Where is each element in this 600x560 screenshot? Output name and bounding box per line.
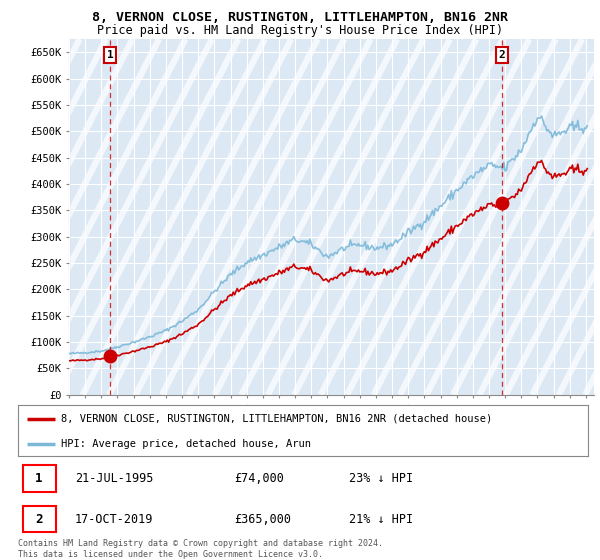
Text: 8, VERNON CLOSE, RUSTINGTON, LITTLEHAMPTON, BN16 2NR: 8, VERNON CLOSE, RUSTINGTON, LITTLEHAMPT… [92, 11, 508, 24]
Text: 21% ↓ HPI: 21% ↓ HPI [349, 512, 413, 526]
Text: 17-OCT-2019: 17-OCT-2019 [75, 512, 154, 526]
FancyBboxPatch shape [23, 506, 56, 533]
Text: 21-JUL-1995: 21-JUL-1995 [75, 472, 154, 485]
Text: 23% ↓ HPI: 23% ↓ HPI [349, 472, 413, 485]
Text: £74,000: £74,000 [235, 472, 284, 485]
Text: £365,000: £365,000 [235, 512, 292, 526]
Text: Price paid vs. HM Land Registry's House Price Index (HPI): Price paid vs. HM Land Registry's House … [97, 24, 503, 36]
Text: 2: 2 [499, 50, 505, 60]
Text: 2: 2 [35, 512, 43, 526]
Text: Contains HM Land Registry data © Crown copyright and database right 2024.
This d: Contains HM Land Registry data © Crown c… [18, 539, 383, 559]
Text: 1: 1 [35, 472, 43, 485]
FancyBboxPatch shape [23, 465, 56, 492]
Text: 1: 1 [107, 50, 113, 60]
Text: HPI: Average price, detached house, Arun: HPI: Average price, detached house, Arun [61, 438, 311, 449]
Text: 8, VERNON CLOSE, RUSTINGTON, LITTLEHAMPTON, BN16 2NR (detached house): 8, VERNON CLOSE, RUSTINGTON, LITTLEHAMPT… [61, 414, 492, 424]
